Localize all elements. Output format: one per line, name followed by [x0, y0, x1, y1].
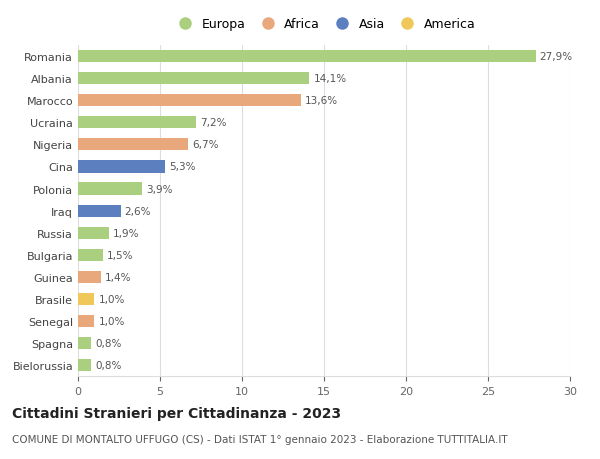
Bar [78, 139, 188, 151]
Text: COMUNE DI MONTALTO UFFUGO (CS) - Dati ISTAT 1° gennaio 2023 - Elaborazione TUTTI: COMUNE DI MONTALTO UFFUGO (CS) - Dati IS… [12, 434, 508, 444]
Text: 2,6%: 2,6% [125, 206, 151, 216]
Text: 3,9%: 3,9% [146, 184, 173, 194]
Bar [78, 161, 165, 173]
Legend: Europa, Africa, Asia, America: Europa, Africa, Asia, America [167, 13, 481, 36]
Bar [78, 73, 309, 85]
Text: Cittadini Stranieri per Cittadinanza - 2023: Cittadini Stranieri per Cittadinanza - 2… [12, 406, 341, 420]
Bar [78, 271, 101, 283]
Text: 0,8%: 0,8% [95, 360, 122, 370]
Bar [78, 315, 94, 327]
Bar [78, 227, 109, 239]
Bar [78, 117, 196, 129]
Bar [78, 359, 91, 371]
Text: 0,8%: 0,8% [95, 338, 122, 348]
Bar [78, 249, 103, 261]
Text: 1,0%: 1,0% [98, 294, 125, 304]
Bar [78, 183, 142, 195]
Text: 5,3%: 5,3% [169, 162, 196, 172]
Text: 13,6%: 13,6% [305, 96, 338, 106]
Text: 1,9%: 1,9% [113, 228, 140, 238]
Text: 1,5%: 1,5% [107, 250, 133, 260]
Bar [78, 337, 91, 349]
Bar [78, 51, 536, 63]
Text: 1,4%: 1,4% [105, 272, 131, 282]
Bar [78, 205, 121, 217]
Text: 1,0%: 1,0% [98, 316, 125, 326]
Text: 7,2%: 7,2% [200, 118, 227, 128]
Bar [78, 293, 94, 305]
Text: 14,1%: 14,1% [313, 74, 346, 84]
Text: 6,7%: 6,7% [192, 140, 218, 150]
Text: 27,9%: 27,9% [539, 52, 573, 62]
Bar [78, 95, 301, 107]
